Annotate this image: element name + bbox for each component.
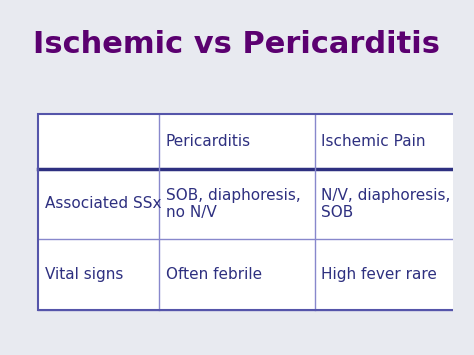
Text: Ischemic Pain: Ischemic Pain [321,134,426,149]
Text: N/V, diaphoresis,
SOB: N/V, diaphoresis, SOB [321,188,450,220]
Text: Associated SSx: Associated SSx [45,196,162,212]
FancyBboxPatch shape [38,114,470,310]
Text: Pericarditis: Pericarditis [166,134,251,149]
Text: High fever rare: High fever rare [321,267,437,282]
Text: Ischemic vs Pericarditis: Ischemic vs Pericarditis [34,29,440,59]
Text: SOB, diaphoresis,
no N/V: SOB, diaphoresis, no N/V [166,188,301,220]
Text: Vital signs: Vital signs [45,267,123,282]
Text: Often febrile: Often febrile [166,267,262,282]
